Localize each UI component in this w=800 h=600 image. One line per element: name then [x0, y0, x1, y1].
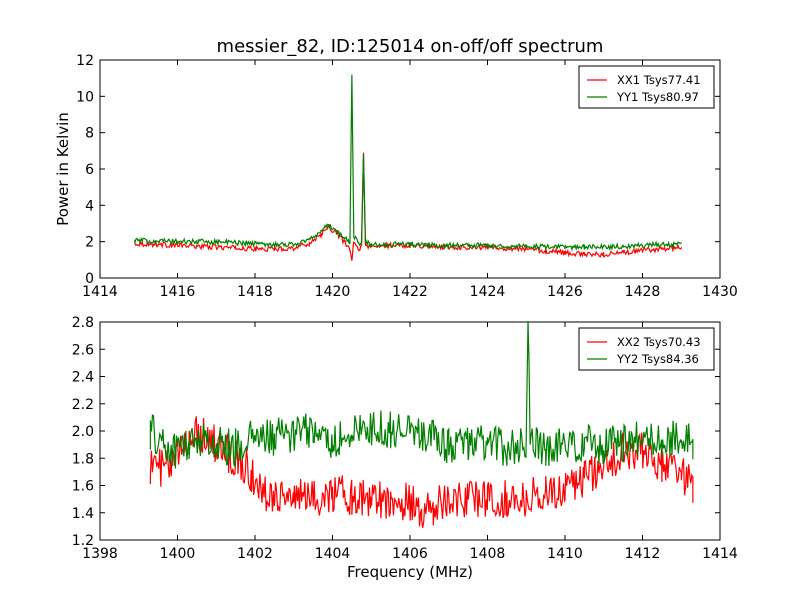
x-tick-label: 1402 [237, 546, 273, 562]
series-line-2 [134, 74, 682, 252]
x-tick-label: 1424 [470, 284, 506, 300]
x-tick-label: 1398 [82, 546, 118, 562]
series-group [134, 74, 682, 261]
y-tick-label: 2 [85, 235, 94, 251]
panel-2: 1398 1400 1402 1404 1406 1408 1410 1412 1414 1.2 1… [72, 315, 738, 581]
y-tick-label: 6 [85, 162, 94, 178]
x-tick-label: 1410 [547, 546, 583, 562]
y-tick-label: 1.6 [72, 479, 94, 495]
y-tick-label: 2.0 [72, 424, 94, 440]
legend-box [578, 65, 715, 109]
chart-title: messier_82, ID:125014 on-off/off spectru… [217, 36, 604, 57]
x-axis-label: Frequency (MHz) [347, 563, 473, 581]
series-line-1 [134, 152, 682, 261]
y-tick-label: 0 [85, 271, 94, 287]
y-tick-label: 1.8 [72, 451, 94, 467]
legend-label: YY2 Tsys84.36 [616, 352, 699, 366]
series-line-2 [149, 322, 694, 469]
y-tick-label: 2.8 [72, 315, 94, 331]
x-tick-label: 1428 [625, 284, 661, 300]
series-line-1 [149, 416, 694, 528]
x-tick-label: 1414 [82, 284, 118, 300]
legend-box [578, 327, 715, 371]
x-tick-label: 1408 [470, 546, 506, 562]
y-tick-label: 2.4 [72, 370, 94, 386]
legend: XX2 Tsys70.43 YY2 Tsys84.36 [578, 327, 715, 371]
y-tick-label: 2.6 [72, 342, 94, 358]
x-tick-label: 1406 [392, 546, 428, 562]
x-tick-label: 1426 [547, 284, 583, 300]
panel-1: 1414 1416 1418 1420 1422 1424 1426 1428 1430 0 2 4 6… [54, 53, 738, 300]
x-tick-label: 1404 [315, 546, 351, 562]
x-tick-label: 1412 [625, 546, 661, 562]
legend-label: XX2 Tsys70.43 [617, 335, 701, 349]
x-tick-label: 1416 [160, 284, 196, 300]
legend: XX1 Tsys77.41 YY1 Tsys80.97 [578, 65, 715, 109]
y-tick-label: 8 [85, 126, 94, 142]
y-tick-label: 2.2 [72, 397, 94, 413]
plot-panels: 1414 1416 1418 1420 1422 1424 1426 1428 1430 0 2 4 6… [54, 53, 738, 581]
x-tick-label: 1414 [702, 546, 738, 562]
y-tick-label: 1.2 [72, 533, 94, 549]
y-tick-label: 10 [76, 89, 94, 105]
x-tick-label: 1422 [392, 284, 428, 300]
y-tick-label: 12 [76, 53, 94, 69]
x-tick-label: 1418 [237, 284, 273, 300]
series-group [149, 322, 694, 528]
x-tick-label: 1430 [702, 284, 738, 300]
x-tick-label: 1400 [160, 546, 196, 562]
y-tick-label: 4 [85, 198, 94, 214]
legend-label: XX1 Tsys77.41 [617, 73, 701, 87]
y-tick-label: 1.4 [72, 506, 94, 522]
legend-label: YY1 Tsys80.97 [616, 90, 699, 104]
y-axis-label: Power in Kelvin [54, 112, 72, 226]
x-tick-label: 1420 [315, 284, 351, 300]
